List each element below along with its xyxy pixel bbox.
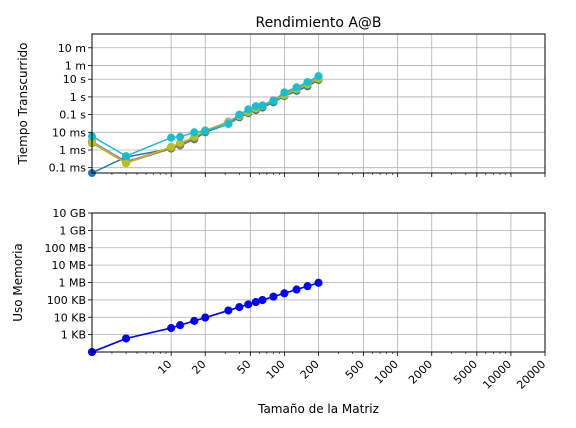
data-point: [201, 126, 210, 135]
data-point: [122, 152, 131, 161]
y-axis-label-time: Tiempo Transcurrido: [16, 42, 30, 165]
data-point: [314, 278, 323, 287]
y-tick-label: 10 MB: [51, 259, 86, 272]
y-tick-label: 100 KB: [47, 294, 86, 307]
memory-chart-y-ticks: 1 KB 10 KB 100 KB 1 MB 10 MB 100 MB 1 GB 10 GB: [44, 207, 92, 342]
series-line: [91, 78, 319, 165]
data-point: [258, 296, 267, 305]
data-point: [280, 289, 289, 298]
data-point: [224, 119, 233, 128]
time-chart-series: [88, 72, 323, 177]
y-tick-label: 10 s: [63, 73, 86, 86]
y-tick-label: 1 MB: [58, 277, 86, 290]
data-point: [176, 138, 185, 147]
data-point: [303, 282, 312, 291]
data-point: [292, 285, 301, 294]
data-point: [176, 132, 185, 141]
data-point: [122, 159, 131, 168]
data-point: [251, 102, 260, 111]
y-tick-label: 0.1 ms: [49, 162, 87, 175]
series-line: [91, 75, 319, 157]
y-tick-label: 10 ms: [52, 126, 86, 139]
data-point: [190, 128, 199, 137]
data-point: [201, 313, 210, 322]
memory-chart-series: [88, 278, 323, 356]
data-point: [292, 83, 301, 92]
y-tick-label: 1 ms: [59, 144, 86, 157]
data-point: [303, 77, 312, 86]
y-tick-label: 10 KB: [54, 311, 86, 324]
y-tick-label: 1 s: [70, 91, 86, 104]
y-tick-label: 1 GB: [59, 224, 86, 237]
data-point: [122, 334, 131, 343]
data-point: [244, 300, 253, 309]
data-point: [269, 292, 278, 301]
data-point: [280, 88, 289, 97]
time-chart-y-ticks: 0.1 ms 1 ms 10 ms 0.1 s 1 s 10 s1 m 10 m: [49, 42, 92, 175]
y-tick-label: 1 KB: [61, 329, 86, 342]
data-point: [235, 110, 244, 119]
data-point: [190, 316, 199, 325]
data-point: [258, 101, 267, 110]
data-point: [269, 96, 278, 105]
data-point: [167, 142, 176, 151]
time-chart: 0.1 ms 1 ms 10 ms 0.1 s 1 s 10 s1 m 10 m Rendi…: [16, 15, 546, 177]
data-point: [224, 306, 233, 315]
data-point: [314, 72, 323, 81]
y-tick-label: 10 m: [58, 42, 86, 55]
series-line: [91, 282, 319, 353]
data-point: [235, 303, 244, 312]
y-axis-label-memory: Uso Memoria: [11, 243, 25, 322]
data-point: [167, 324, 176, 333]
data-point: [244, 105, 253, 114]
y-tick-label: 10 GB: [52, 207, 86, 220]
data-point: [167, 133, 176, 142]
data-point: [251, 298, 260, 307]
y-tick-label: 1 m: [65, 59, 86, 72]
time-chart-frame: [91, 33, 546, 174]
y-tick-label: 100 MB: [44, 242, 86, 255]
y-tick-label: 0.1 s: [59, 109, 86, 122]
x-axis-label: Tamaño de la Matriz: [257, 402, 379, 416]
data-point: [176, 321, 185, 330]
chart-title: Rendimiento A@B: [255, 15, 381, 31]
